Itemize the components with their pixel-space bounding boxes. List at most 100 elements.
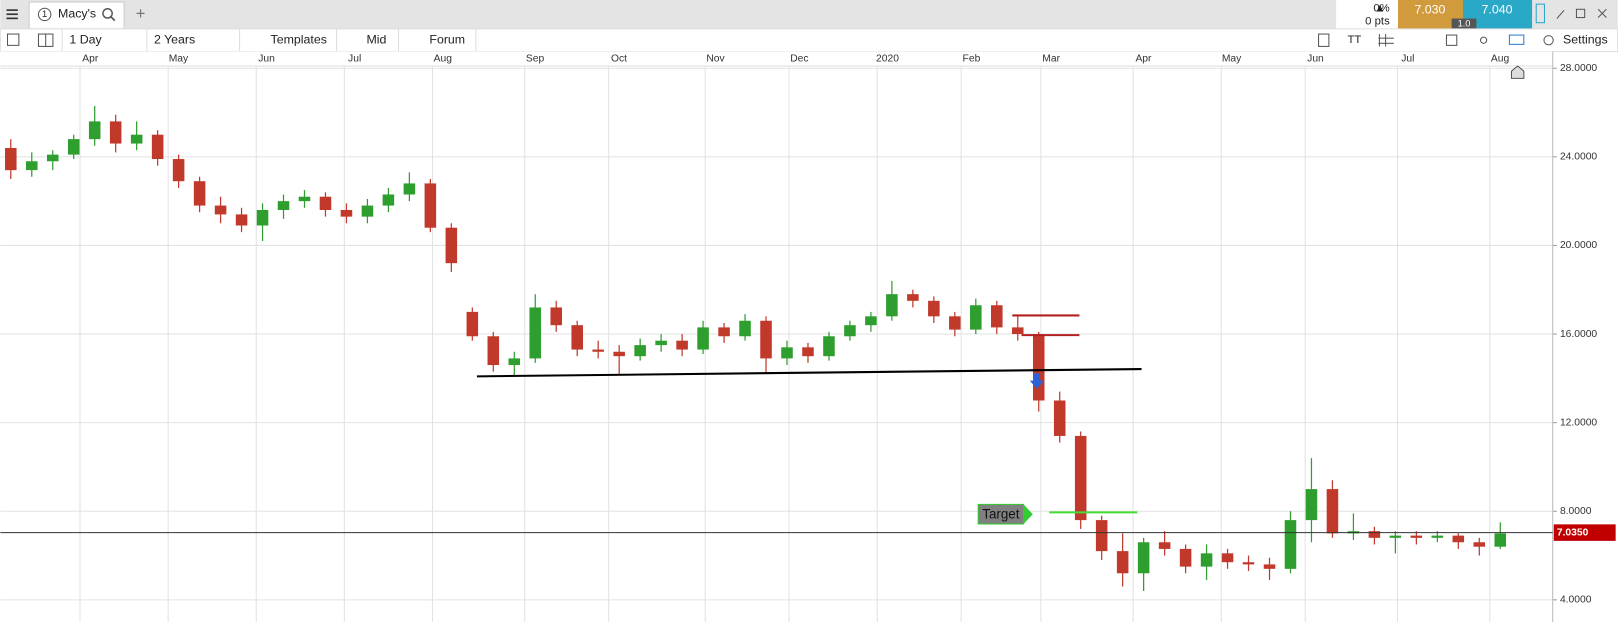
candle-body (319, 196, 332, 210)
tab-circle (37, 7, 52, 22)
candle-body (991, 305, 1003, 328)
candle-body (655, 340, 667, 346)
candle-body (1137, 542, 1150, 574)
toolbar-icons-right[interactable] (1318, 33, 1554, 47)
toolbar (0, 28, 1618, 53)
y-tick-label: 12.0000 (1560, 417, 1597, 428)
x-tick-label: Dec (790, 54, 808, 65)
tab[interactable] (28, 1, 125, 30)
candle-body (823, 336, 835, 357)
candle-body (1179, 548, 1192, 567)
tab-title: Macy's (58, 7, 96, 21)
candle-body (760, 320, 772, 359)
candle-body (25, 161, 38, 171)
tab-number: 1 (42, 9, 47, 19)
candle-body (46, 154, 59, 162)
candle-body (5, 147, 17, 171)
candle-body (193, 181, 206, 206)
candle-body (865, 316, 877, 326)
candle-body (151, 134, 164, 160)
candle-body (1473, 542, 1486, 547)
candle-body (676, 340, 688, 350)
candle-body (1053, 400, 1066, 436)
candle-body (67, 139, 80, 155)
price-mode[interactable]: Mid (366, 32, 386, 46)
search-icon[interactable] (102, 8, 116, 22)
candle-body (1284, 520, 1297, 569)
spread-box (1451, 18, 1477, 29)
candle-body (361, 205, 374, 217)
candle-body (1305, 489, 1318, 521)
candle-body (424, 183, 437, 228)
change-pct: 0% (1373, 2, 1389, 14)
x-tick-label: Mar (1042, 54, 1060, 65)
range[interactable]: 2 Years (154, 32, 195, 46)
candle-body (1368, 531, 1381, 538)
candle-body (340, 209, 353, 217)
candle-body (1116, 551, 1129, 574)
candle-body (970, 305, 982, 330)
candle-body (466, 311, 479, 337)
candle-body (1095, 520, 1108, 552)
x-tick-label: Apr (82, 54, 99, 65)
candle-body (298, 196, 311, 202)
candle-body (529, 307, 542, 359)
x-tick-label: May (1222, 54, 1242, 65)
candle-body (1326, 489, 1339, 534)
candle-body (550, 307, 563, 326)
candle-body (697, 327, 709, 350)
y-tick-label: 20.0000 (1560, 240, 1597, 251)
candle-body (781, 347, 793, 359)
change-arrow: ▲ (1374, 2, 1385, 14)
candle-body (172, 159, 185, 182)
candle-body (508, 358, 521, 366)
candle-body (613, 351, 625, 357)
add-tab[interactable]: + (136, 5, 146, 23)
candle-body (1074, 435, 1087, 521)
candle-body (928, 300, 940, 317)
forum[interactable]: Forum (429, 32, 465, 46)
candle-body (1410, 535, 1423, 538)
signal-arrow (1029, 373, 1045, 389)
change-box (1336, 0, 1398, 29)
x-tick-label: Nov (706, 54, 725, 65)
settings[interactable]: Settings (1563, 32, 1608, 46)
candle-body (1032, 334, 1045, 401)
change-pts: 0 pts (1365, 16, 1390, 28)
candle-body (1200, 553, 1213, 567)
y-tick-label: 8.0000 (1560, 506, 1592, 517)
candle-body (382, 194, 395, 206)
candle-body (445, 227, 458, 264)
x-tick-label: Jun (1307, 54, 1324, 65)
x-tick-label: 2020 (876, 54, 899, 65)
candle-body (1389, 535, 1402, 538)
candle-body (907, 294, 919, 301)
toolbar-icons[interactable] (7, 33, 54, 47)
candle-body (949, 316, 961, 330)
last-price-label: 7.0350 (1557, 527, 1589, 538)
y-tick-label: 28.0000 (1560, 63, 1597, 74)
menu-icon[interactable] (6, 9, 18, 20)
templates[interactable]: Templates (271, 32, 327, 46)
candle-body (739, 320, 751, 337)
last-price-box (1553, 524, 1616, 541)
candle-body (1158, 542, 1171, 549)
alert-icon[interactable] (1510, 65, 1525, 79)
candle-body (1263, 564, 1276, 569)
x-tick-label: Sep (526, 54, 545, 65)
x-tick-label: Feb (963, 54, 981, 65)
candle-body (256, 209, 269, 226)
candle-body (844, 325, 856, 337)
candle-body (109, 121, 122, 144)
window-icons[interactable] (1535, 3, 1607, 24)
x-tick-label: Jun (258, 54, 275, 65)
y-tick-label: 4.0000 (1560, 595, 1592, 606)
interval[interactable]: 1 Day (69, 32, 102, 46)
candle-body (1242, 562, 1255, 565)
text-tool[interactable]: TT (1347, 34, 1361, 46)
candle-body (88, 121, 101, 140)
candle-body (1221, 553, 1234, 563)
candle-body (1011, 327, 1024, 335)
candle-body (1431, 535, 1444, 538)
